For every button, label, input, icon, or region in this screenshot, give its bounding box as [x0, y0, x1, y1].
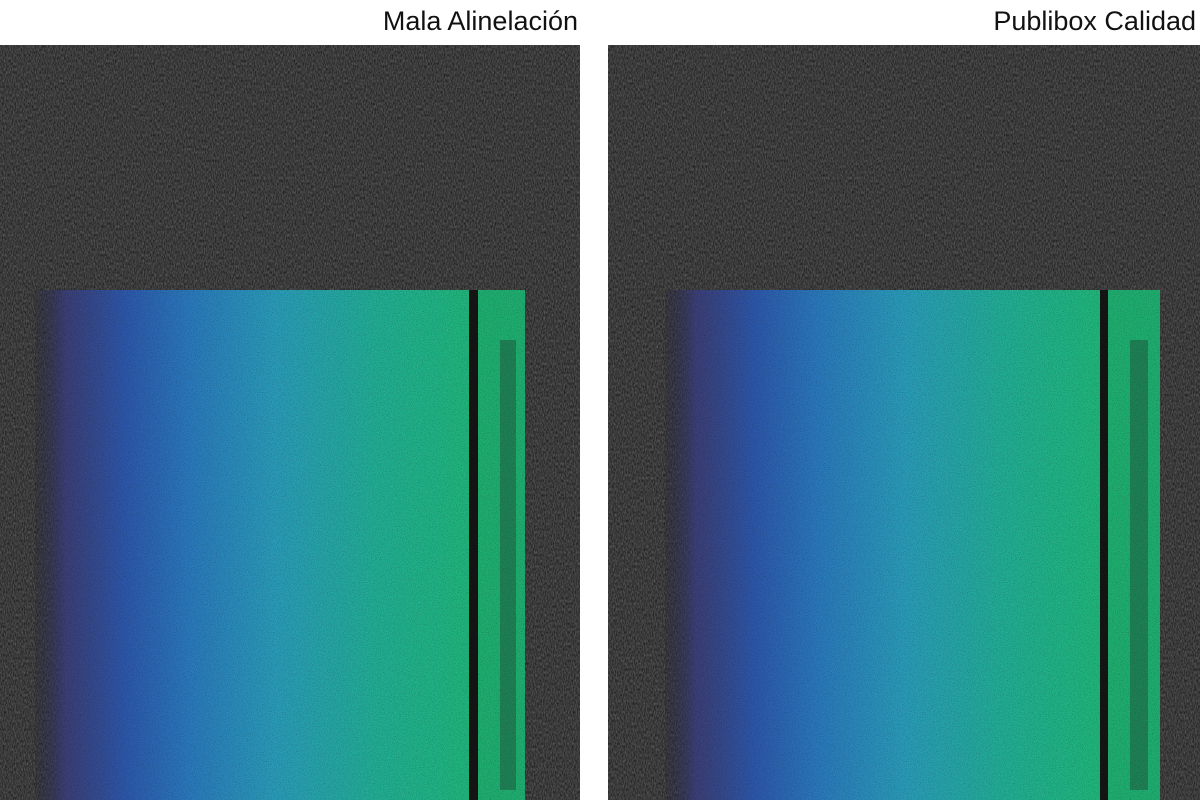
- caption: Publibox Calidad: [993, 6, 1196, 36]
- photo-left: [0, 45, 580, 800]
- photo-right: [608, 45, 1200, 800]
- caption: Mala Alinelación: [383, 6, 578, 36]
